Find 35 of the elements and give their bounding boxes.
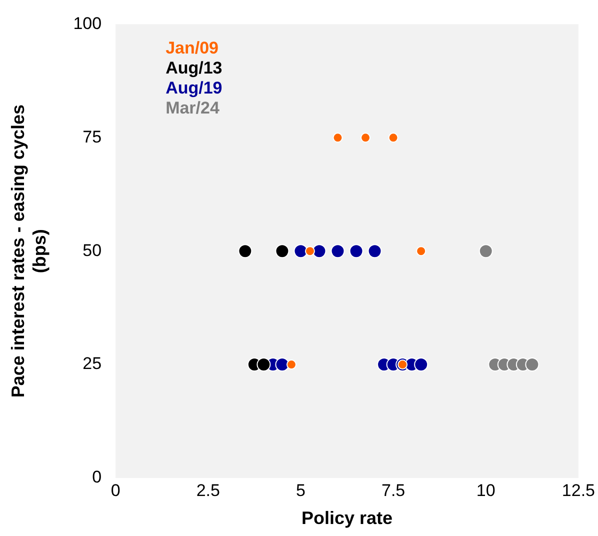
x-tick-label: 12.5 (562, 480, 596, 500)
x-tick-label: 2.5 (196, 480, 220, 500)
x-tick-label: 7.5 (381, 480, 406, 500)
point (286, 360, 296, 370)
text: Aug/13 (166, 58, 222, 78)
point (238, 244, 252, 258)
x-tick-label: 5 (296, 480, 306, 500)
point (349, 244, 364, 258)
point (304, 246, 315, 256)
text: Mar/24 (166, 98, 220, 118)
point (256, 358, 271, 372)
point (416, 246, 426, 256)
point (312, 244, 326, 258)
point (388, 132, 398, 143)
x-tick-label: 0 (110, 480, 120, 500)
y-axis-title: Pace interest rates - easing cycles (bps) (8, 104, 50, 398)
y-tick-label: 50 (82, 240, 102, 260)
point (275, 358, 290, 372)
point (360, 132, 371, 143)
text: Jan/09 (166, 38, 218, 58)
y-tick-label: 0 (92, 468, 102, 487)
x-tick-label: 10 (476, 480, 496, 500)
y-tick-label: 100 (73, 14, 102, 33)
text: Aug/19 (166, 78, 222, 98)
point (368, 244, 382, 258)
y-tick-label: 25 (82, 354, 102, 374)
point (414, 358, 428, 372)
point (525, 358, 540, 372)
y-tick-label: 75 (82, 127, 102, 146)
point (275, 244, 290, 258)
point (332, 132, 343, 143)
point (330, 244, 345, 258)
x-axis-title: Policy rate (301, 508, 393, 528)
point (294, 244, 308, 258)
point (478, 244, 493, 258)
